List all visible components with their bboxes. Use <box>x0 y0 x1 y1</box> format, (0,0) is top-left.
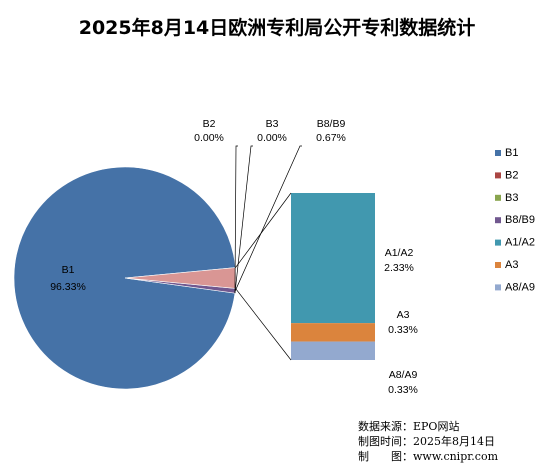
data-label-name-a3: A3 <box>397 309 410 321</box>
legend-swatch-b2 <box>495 172 501 178</box>
legend-label-b3: B3 <box>505 192 518 204</box>
source-line-2: 制图时间：2025年8月14日 <box>358 434 495 448</box>
connector-line-bottom <box>236 288 291 360</box>
legend-swatch-a1-a2 <box>495 240 501 246</box>
source-line-1: 数据来源：EPO网站 <box>358 419 459 433</box>
legend-swatch-b8-b9 <box>495 217 501 223</box>
legend: B1 B2 B3 B8/B9 A1/A2 A3 A8/A9 <box>495 147 535 293</box>
connector-lines <box>236 193 291 360</box>
data-label-value-b3: 0.00% <box>257 132 287 144</box>
legend-swatch-a8-a9 <box>495 284 501 290</box>
data-label-value-b2: 0.00% <box>194 132 224 144</box>
data-label-name-b8-b9: B8/B9 <box>317 118 346 130</box>
breakout-bar <box>291 193 375 360</box>
legend-swatch-b1 <box>495 150 501 156</box>
data-label-value-a3: 0.33% <box>388 324 418 336</box>
data-label-name-b2: B2 <box>203 118 216 130</box>
legend-label-b1: B1 <box>505 147 518 159</box>
source-line-3: 制 图：www.cnipr.com <box>358 450 499 463</box>
legend-label-a8-a9: A8/A9 <box>505 281 535 293</box>
pie <box>14 167 236 389</box>
legend-label-b2: B2 <box>505 169 518 181</box>
connector-line-top <box>236 193 291 268</box>
bar-segment-a3 <box>291 323 375 341</box>
chart-title: 2025年8月14日欧洲专利局公开专利数据统计 <box>79 16 476 39</box>
legend-label-a3: A3 <box>505 259 518 271</box>
legend-label-a1-a2: A1/A2 <box>505 237 535 249</box>
legend-swatch-b3 <box>495 195 501 201</box>
data-label-value-a8-a9: 0.33% <box>388 384 418 396</box>
data-label-value-b8-b9: 0.67% <box>316 132 346 144</box>
legend-swatch-a3 <box>495 262 501 268</box>
data-label-name-a1-a2: A1/A2 <box>385 247 414 259</box>
data-label-name-b1: B1 <box>62 264 75 276</box>
data-label-name-b3: B3 <box>266 118 279 130</box>
legend-label-b8-b9: B8/B9 <box>505 214 535 226</box>
data-label-name-a8-a9: A8/A9 <box>389 369 418 381</box>
data-label-value-b1: 96.33% <box>50 281 86 293</box>
data-label-value-a1-a2: 2.33% <box>384 262 414 274</box>
source-info: 数据来源：EPO网站 制图时间：2025年8月14日 制 图：www.cnipr… <box>358 419 499 463</box>
bar-segment-a1-a2 <box>291 193 375 323</box>
bar-segment-a8-a9 <box>291 342 375 360</box>
